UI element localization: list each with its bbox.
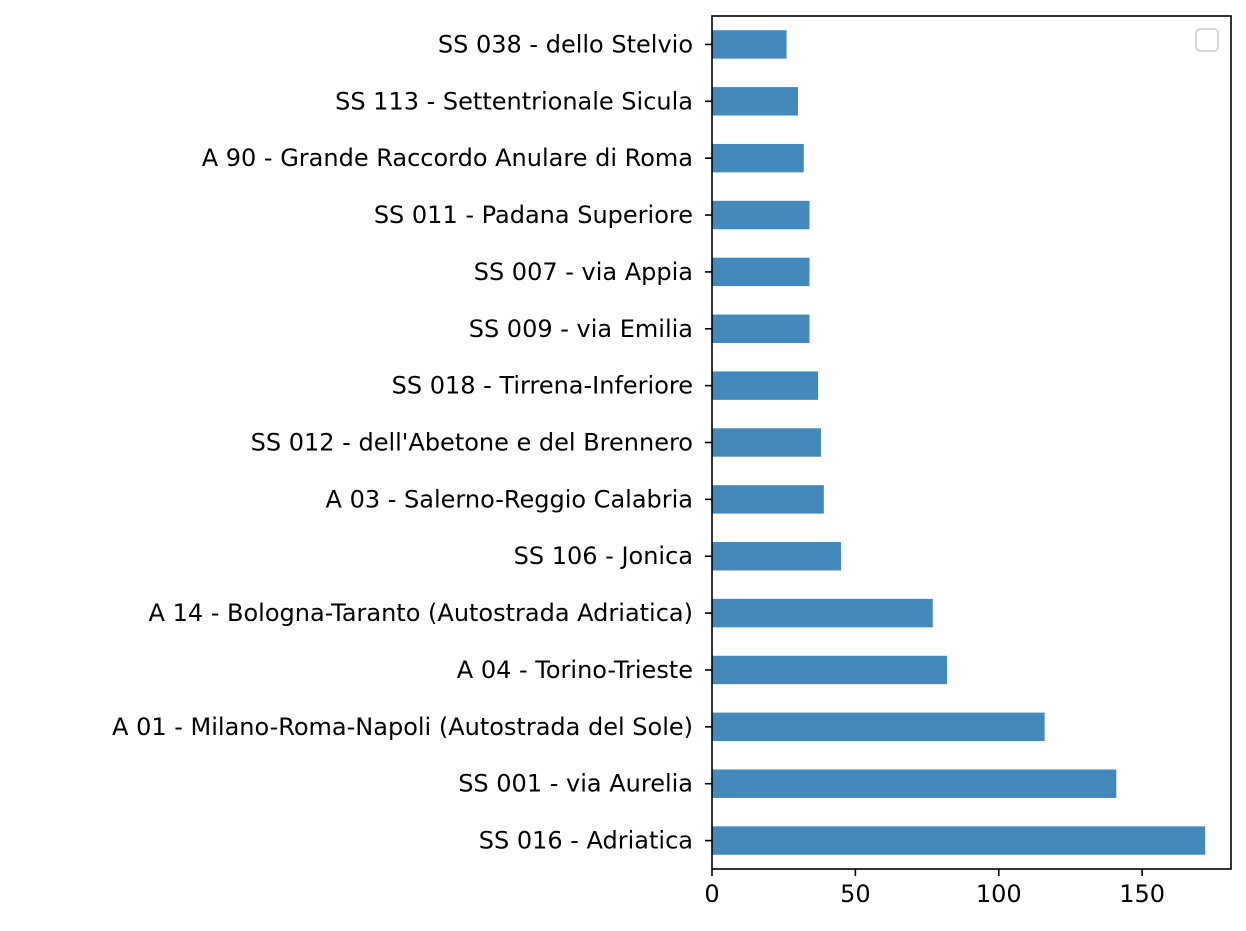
y-tick-label: SS 009 - via Emilia <box>469 315 693 343</box>
bar <box>712 769 1117 798</box>
bar <box>712 371 819 400</box>
y-tick-label: SS 007 - via Appia <box>474 258 693 286</box>
bar <box>712 542 842 571</box>
bar <box>712 826 1206 855</box>
bar <box>712 428 821 457</box>
bar <box>712 257 810 287</box>
bar <box>712 655 948 685</box>
x-tick-label: 50 <box>840 880 871 908</box>
bar <box>712 314 810 343</box>
bar <box>712 30 787 59</box>
bar <box>712 598 933 628</box>
bar <box>712 712 1045 742</box>
x-axis-ticks: 0 50 100 150 <box>704 869 1165 908</box>
legend-box <box>1195 28 1219 52</box>
y-tick-label: A 01 - Milano-Roma-Napoli (Autostrada de… <box>112 713 693 741</box>
y-tick-label: A 04 - Torino-Trieste <box>457 656 693 684</box>
bar <box>712 485 824 514</box>
y-tick-label: SS 113 - Settentrionale Sicula <box>335 87 693 115</box>
y-axis-ticks: SS 038 - dello Stelvio SS 113 - Settentri… <box>112 30 712 855</box>
y-tick-label: SS 016 - Adriatica <box>479 827 693 855</box>
y-tick-label: SS 018 - Tirrena-Inferiore <box>392 372 693 400</box>
y-tick-label: SS 012 - dell'Abetone e del Brennero <box>251 429 693 457</box>
x-tick-label: 150 <box>1119 880 1165 908</box>
bar <box>712 200 810 230</box>
bar <box>712 143 804 173</box>
y-tick-label: A 03 - Salerno-Reggio Calabria <box>326 485 693 513</box>
y-tick-label: SS 038 - dello Stelvio <box>438 30 693 58</box>
y-tick-label: SS 011 - Padana Superiore <box>374 201 693 229</box>
bars-layer <box>712 30 1206 855</box>
x-tick-label: 100 <box>976 880 1022 908</box>
y-tick-label: A 90 - Grande Raccordo Anulare di Roma <box>202 144 693 172</box>
plot-frame <box>711 15 1232 870</box>
y-tick-label: A 14 - Bologna-Taranto (Autostrada Adria… <box>149 599 693 627</box>
y-tick-label: SS 106 - Jonica <box>514 542 693 570</box>
x-tick-label: 0 <box>704 880 719 908</box>
y-tick-label: SS 001 - via Aurelia <box>458 770 693 798</box>
bar <box>712 87 799 116</box>
